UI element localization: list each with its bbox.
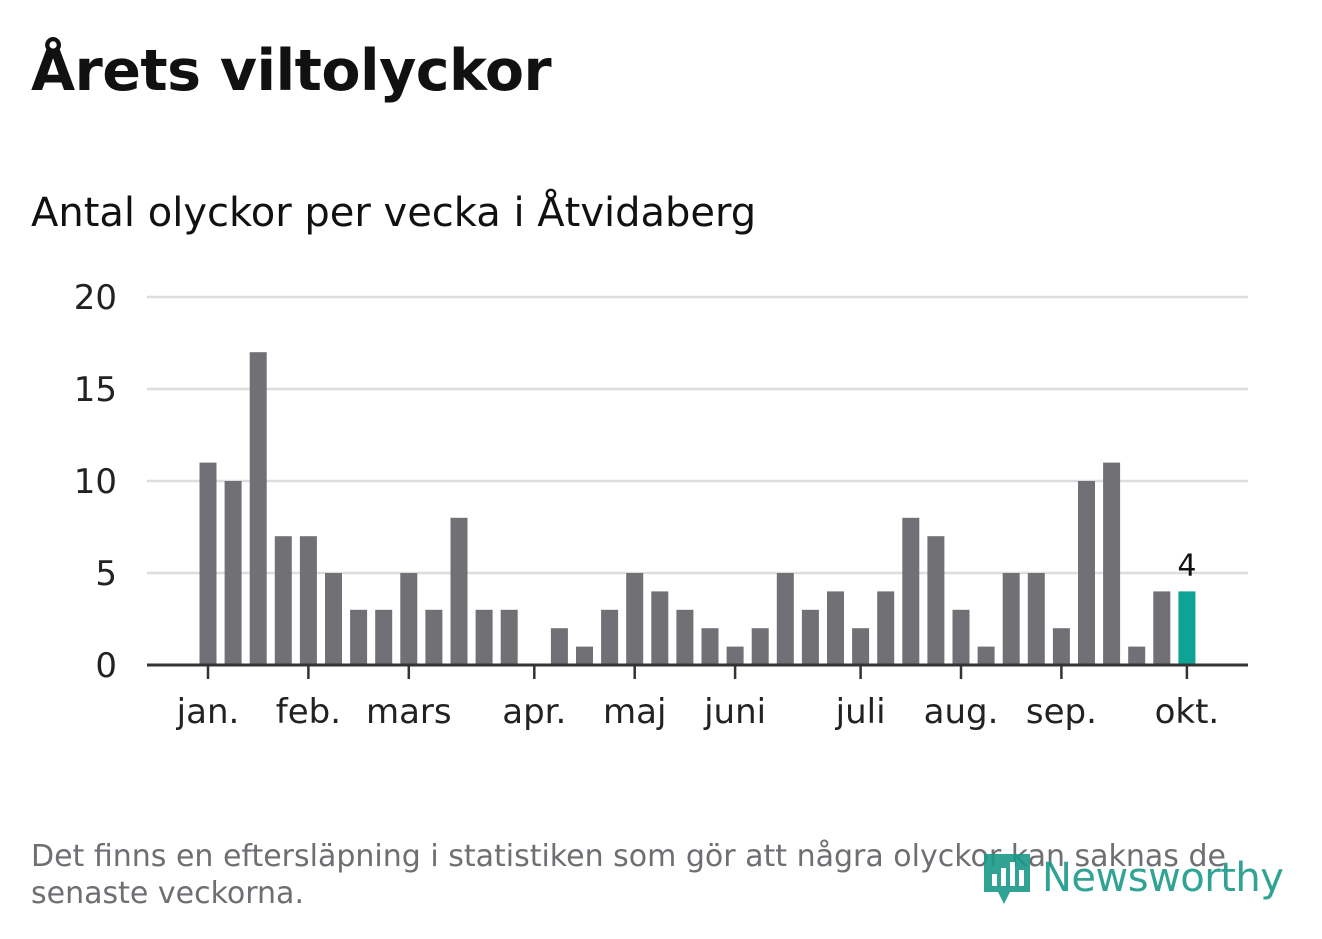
bar-28: [902, 517, 920, 665]
bars: [199, 352, 1196, 665]
month-label-30: aug.: [924, 692, 999, 732]
bar-26: [852, 628, 870, 665]
bar-20: [701, 628, 719, 665]
bar-17: [626, 573, 644, 665]
bar-14: [550, 628, 568, 665]
y-tick-label-10: 10: [74, 462, 117, 502]
bar-22: [751, 628, 769, 665]
bar-11: [475, 609, 493, 665]
bar-37: [1128, 646, 1146, 665]
chart-title: Årets viltolyckor: [31, 38, 552, 104]
bar-9: [425, 609, 443, 665]
bar-6: [350, 609, 368, 665]
axis-labels: 0 5 10 15 20 4 jan. feb. mars apr. maj juni juli aug.…: [74, 278, 1219, 732]
month-label-17: maj: [603, 692, 666, 732]
month-label-0: jan.: [176, 692, 240, 732]
bar-31: [977, 646, 995, 665]
bar-highlight-39: [1178, 591, 1196, 665]
month-label-13: apr.: [502, 692, 566, 732]
bar-2: [249, 352, 267, 665]
bar-32: [1002, 573, 1020, 665]
y-tick-label-5: 5: [95, 554, 117, 594]
bar-25: [827, 591, 844, 665]
bar-7: [375, 609, 393, 665]
bar-19: [676, 609, 694, 665]
month-label-8: mars: [366, 692, 452, 732]
bar-30: [952, 609, 970, 665]
bar-1: [224, 481, 242, 665]
bar-21: [726, 646, 744, 665]
bar-chart: 0 5 10 15 20 4 jan. feb. mars apr. maj juni juli aug.…: [74, 278, 1248, 732]
y-tick-label-20: 20: [74, 278, 117, 318]
bar-15: [576, 646, 593, 665]
bar-38: [1153, 591, 1171, 665]
bar-34: [1052, 628, 1070, 665]
month-label-4: feb.: [276, 692, 341, 732]
bar-10: [450, 517, 468, 665]
month-label-34: sep.: [1026, 692, 1097, 732]
data-label-last-week: 4: [1177, 548, 1196, 583]
bar-29: [927, 536, 945, 665]
bar-0: [199, 462, 217, 665]
logo-text: Newsworthy: [1042, 855, 1284, 901]
x-axis: [147, 663, 1248, 679]
bar-4: [299, 536, 317, 665]
bar-8: [400, 573, 418, 665]
bar-3: [274, 536, 292, 665]
chart-subtitle: Antal olyckor per vecka i Åtvidaberg: [31, 190, 757, 236]
y-tick-label-15: 15: [74, 370, 117, 410]
month-label-21: juni: [703, 692, 766, 732]
bar-chart-speech-bubble-icon: [984, 854, 1030, 904]
bar-35: [1078, 481, 1095, 665]
bar-16: [601, 609, 619, 665]
bar-23: [776, 573, 794, 665]
bar-24: [801, 609, 819, 665]
bar-36: [1103, 462, 1121, 665]
bar-27: [877, 591, 895, 665]
bar-5: [325, 573, 342, 665]
bar-12: [500, 609, 518, 665]
month-label-39: okt.: [1155, 692, 1220, 732]
bar-18: [651, 591, 669, 665]
bar-33: [1027, 573, 1045, 665]
month-label-26: juli: [835, 692, 886, 732]
y-tick-label-0: 0: [95, 646, 117, 686]
newsworthy-logo: Newsworthy: [980, 848, 1284, 908]
